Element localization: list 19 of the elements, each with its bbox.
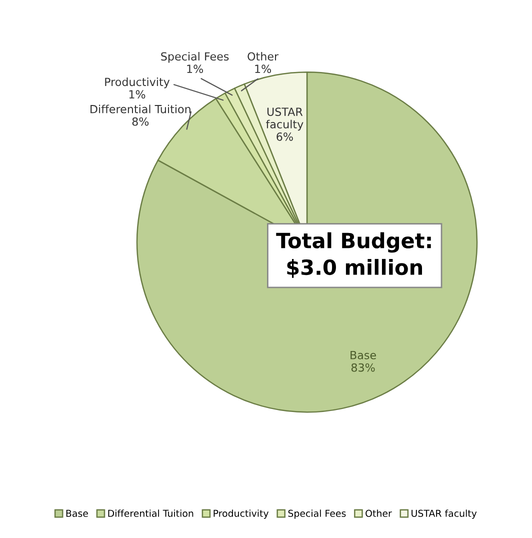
slice-label: Differential Tuition <box>90 104 190 114</box>
text: Total Budget: $3.0 million <box>276 232 431 278</box>
slice-label: USTAR faculty <box>266 108 304 131</box>
legend-label: Productivity <box>214 510 269 519</box>
data-label: 1% <box>255 64 271 74</box>
legend-label: Other <box>366 510 392 517</box>
slice-label: Special Fees <box>161 52 229 63</box>
legend-label: Differential Tuition <box>108 510 194 517</box>
data-label: 83% <box>351 363 375 372</box>
data-label: 1% <box>129 90 146 99</box>
legend-label: USTAR faculty <box>412 510 477 519</box>
slice-label: Base <box>350 351 376 360</box>
data-label: 6% <box>276 132 293 141</box>
slice-label: Other <box>248 52 279 61</box>
slice-label: Productivity <box>105 77 170 88</box>
legend-label: Special Fees <box>288 510 346 519</box>
data-label: 8% <box>132 117 149 126</box>
legend-label: Base <box>66 510 88 517</box>
data-label: 1% <box>187 64 203 74</box>
